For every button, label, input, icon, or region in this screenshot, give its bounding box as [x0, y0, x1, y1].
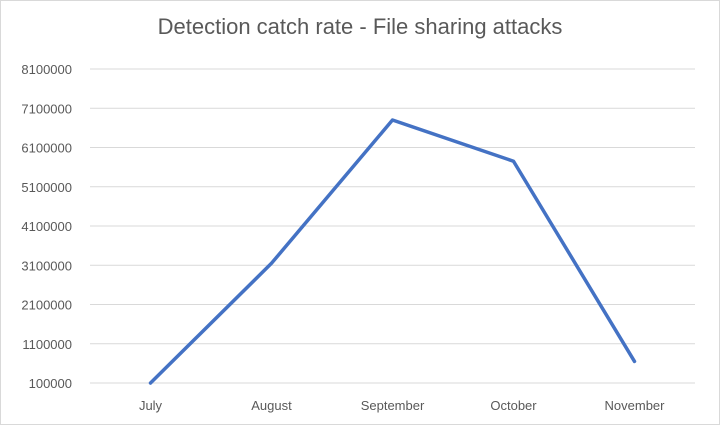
y-tick-label: 8100000: [21, 62, 72, 77]
y-tick-label: 2100000: [21, 298, 72, 313]
x-tick-label: September: [361, 398, 425, 413]
y-tick-label: 100000: [29, 376, 72, 391]
x-tick-label: October: [490, 398, 537, 413]
y-tick-label: 5100000: [21, 180, 72, 195]
y-tick-label: 4100000: [21, 219, 72, 234]
x-tick-label: August: [251, 398, 292, 413]
chart-title: Detection catch rate - File sharing atta…: [157, 14, 563, 39]
x-tick-label: November: [605, 398, 666, 413]
y-tick-label: 3100000: [21, 258, 72, 273]
y-tick-label: 1100000: [22, 337, 72, 352]
y-tick-label: 7100000: [21, 101, 72, 116]
x-tick-label: July: [139, 398, 163, 413]
series-line: [148, 118, 637, 385]
y-tick-label: 6100000: [21, 141, 72, 156]
